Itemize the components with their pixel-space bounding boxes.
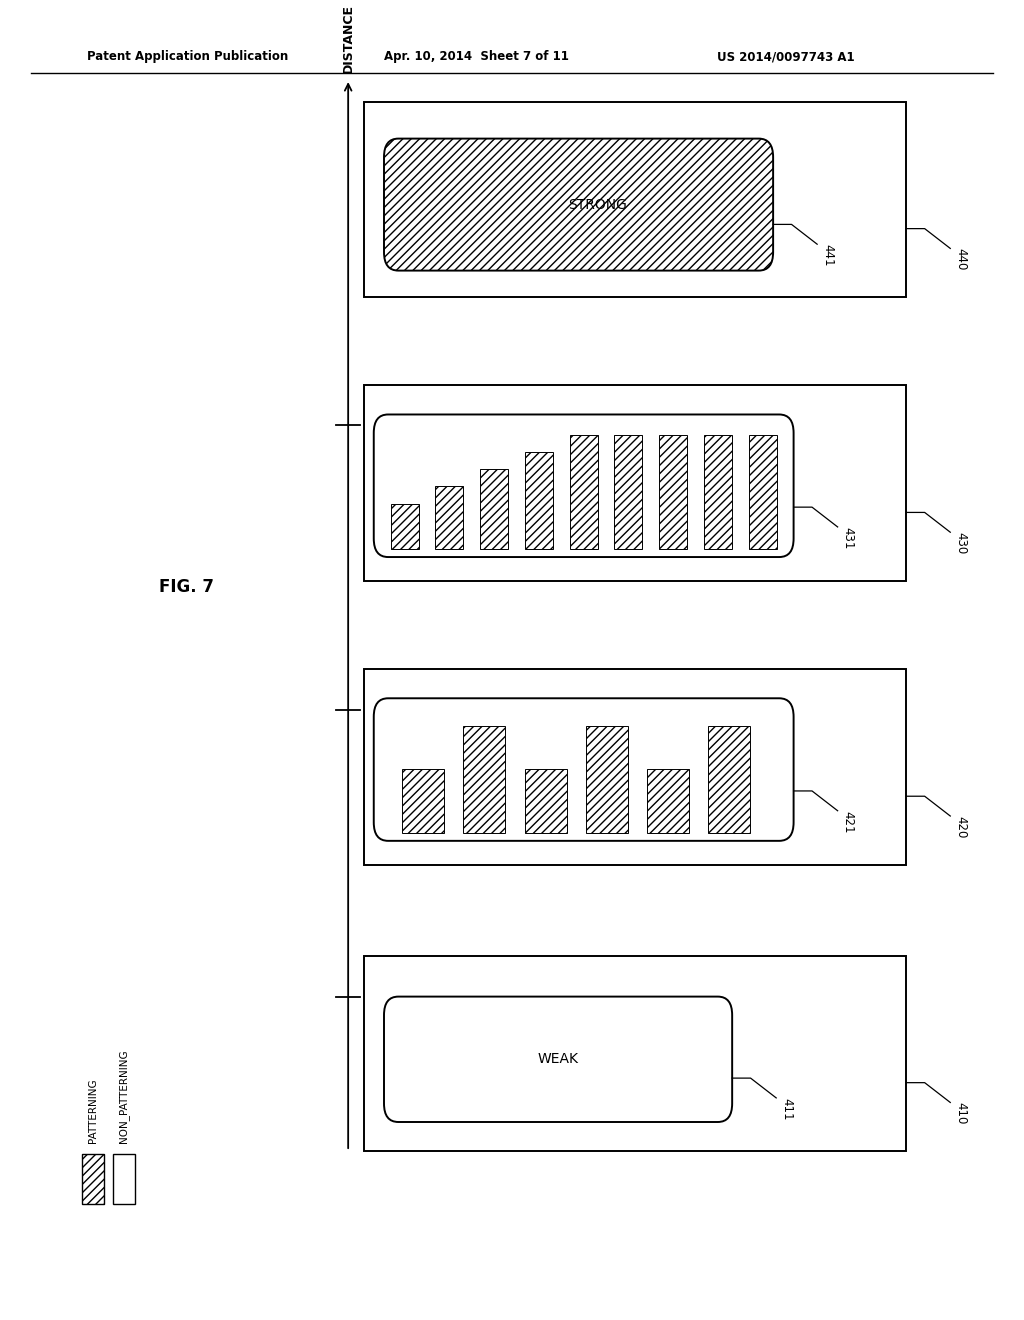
Bar <box>82 1154 104 1204</box>
Text: NON_PATTERNING: NON_PATTERNING <box>119 1049 129 1143</box>
Bar <box>402 768 444 833</box>
Text: Patent Application Publication: Patent Application Publication <box>87 50 289 63</box>
Bar <box>705 436 732 549</box>
Text: 430: 430 <box>954 532 968 554</box>
Bar <box>390 503 419 549</box>
Bar <box>364 956 906 1151</box>
FancyBboxPatch shape <box>374 698 794 841</box>
Bar <box>435 486 463 549</box>
FancyBboxPatch shape <box>384 997 732 1122</box>
Bar <box>614 436 642 549</box>
Bar <box>708 726 750 833</box>
Text: 421: 421 <box>842 810 855 833</box>
Text: 441: 441 <box>821 244 835 267</box>
Text: STRONG: STRONG <box>568 198 628 211</box>
Bar <box>364 102 906 297</box>
FancyBboxPatch shape <box>374 414 794 557</box>
Bar <box>364 385 906 581</box>
Bar <box>364 669 906 865</box>
Text: 420: 420 <box>954 816 968 838</box>
Text: FIG. 7: FIG. 7 <box>159 578 214 597</box>
Bar <box>82 1154 104 1204</box>
Bar <box>647 768 688 833</box>
Text: PATTERNING: PATTERNING <box>88 1078 98 1143</box>
Text: Apr. 10, 2014  Sheet 7 of 11: Apr. 10, 2014 Sheet 7 of 11 <box>384 50 569 63</box>
FancyBboxPatch shape <box>384 139 773 271</box>
Text: 431: 431 <box>842 527 855 549</box>
Text: DISTANCE: DISTANCE <box>342 4 354 73</box>
Bar <box>659 436 687 549</box>
Bar <box>749 436 777 549</box>
Text: WEAK: WEAK <box>538 1052 579 1067</box>
Bar <box>524 768 566 833</box>
Bar <box>113 1154 135 1204</box>
Text: 410: 410 <box>954 1102 968 1125</box>
Text: 440: 440 <box>954 248 968 271</box>
Bar <box>569 436 598 549</box>
Bar <box>525 453 553 549</box>
Text: 411: 411 <box>780 1098 794 1121</box>
Bar <box>480 470 508 549</box>
Text: US 2014/0097743 A1: US 2014/0097743 A1 <box>717 50 854 63</box>
Bar <box>464 726 506 833</box>
Bar <box>586 726 628 833</box>
